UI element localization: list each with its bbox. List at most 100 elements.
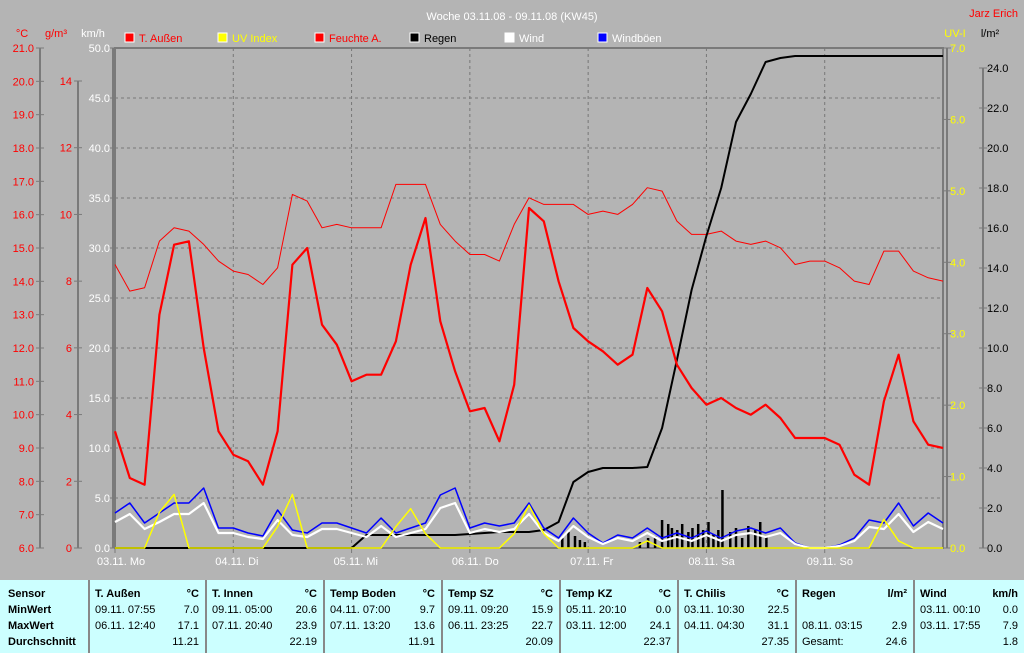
cell-max: 23.9 — [295, 620, 317, 632]
cell-max-time: 07.11. 13:20 — [330, 620, 391, 632]
column-t-innen: T. Innen °C 09.11. 05:00 20.6 07.11. 20:40 23… — [207, 580, 325, 653]
tick-label-uv: 1.0 — [950, 472, 965, 484]
tick-label-wind: 5.0 — [95, 493, 110, 505]
tick-label-wind: 50.0 — [89, 43, 110, 55]
cell-max-time: 04.11. 04:30 — [684, 620, 745, 632]
cell-name: Temp KZ — [566, 588, 613, 600]
legend-label: Feuchte A. — [329, 33, 382, 45]
tick-label-temp: 18.0 — [13, 143, 34, 155]
legend-label: T. Außen — [139, 33, 182, 45]
axis-unit-wind: km/h — [81, 28, 105, 40]
series-line-feuchte-a- — [114, 183, 944, 292]
cell-unit: °C — [186, 588, 199, 600]
tick-label-humidity: 10 — [60, 209, 72, 221]
cell-max: 13.6 — [413, 620, 435, 632]
cell-avg: 27.35 — [761, 636, 789, 648]
cell-min-time: 09.11. 07:55 — [95, 604, 156, 616]
cell-min: 7.0 — [183, 604, 199, 616]
tick-label-rain: 12.0 — [987, 303, 1008, 315]
cell-avg: 11.21 — [172, 636, 199, 648]
column-t-chilis: T. Chilis °C 03.11. 10:30 22.5 04.11. 04:30 3… — [679, 580, 797, 653]
author-label: Jarz Erich — [969, 8, 1018, 20]
cell-max: 17.1 — [177, 620, 199, 632]
x-tick-label: 05.11. Mi — [334, 556, 378, 568]
tick-label-temp: 11.0 — [13, 376, 34, 388]
cell-min: 9.7 — [419, 604, 435, 616]
tick-label-temp: 21.0 — [13, 43, 34, 55]
legend-swatch — [124, 32, 135, 43]
tick-label-temp: 15.0 — [13, 243, 34, 255]
column-temp-kz: Temp KZ °C 05.11. 20:10 0.0 03.11. 12:00 24.1… — [561, 580, 679, 653]
tick-label-uv: 3.0 — [950, 329, 965, 341]
legend-label: Regen — [424, 33, 456, 45]
column-wind: Wind km/h 03.11. 00:10 0.0 03.11. 17:55 7.9 1.… — [915, 580, 1024, 653]
legend-swatch — [597, 32, 608, 43]
cell-name: Temp SZ — [448, 588, 494, 600]
column-temp-boden: Temp Boden °C 04.11. 07:00 9.7 07.11. 13:20 1… — [325, 580, 443, 653]
legend-swatch — [217, 32, 228, 43]
tick-label-temp: 10.0 — [13, 410, 34, 422]
cell-max-time: 07.11. 20:40 — [212, 620, 273, 632]
tick-label-rain: 0.0 — [987, 543, 1002, 555]
x-tick-label: 04.11. Di — [215, 556, 258, 568]
cell-name: T. Außen — [95, 588, 141, 600]
cell-min-time: 09.11. 09:20 — [448, 604, 509, 616]
axis-unit-humidity: g/m³ — [45, 28, 67, 40]
cell-avg: 20.09 — [525, 636, 553, 648]
tick-label-temp: 9.0 — [19, 443, 34, 455]
series-line-uv-index — [115, 493, 943, 549]
tick-label-temp: 20.0 — [13, 76, 34, 88]
cell-unit: l/m² — [887, 588, 907, 600]
cell-name: Regen — [802, 588, 836, 600]
cell-min-time: 05.11. 20:10 — [566, 604, 627, 616]
tick-label-temp: 16.0 — [13, 210, 34, 222]
cell-min: 20.6 — [295, 604, 317, 616]
legend-label: Windböen — [612, 33, 662, 45]
tick-label-rain: 14.0 — [987, 263, 1008, 275]
x-tick-label: 08.11. Sa — [688, 556, 735, 568]
cell-min-time: 03.11. 10:30 — [684, 604, 745, 616]
cell-unit: km/h — [992, 588, 1018, 600]
tick-label-wind: 40.0 — [89, 143, 110, 155]
cell-min-time: 09.11. 05:00 — [212, 604, 273, 616]
cell-avg: 11.91 — [408, 636, 435, 648]
legend-swatch — [314, 32, 325, 43]
cell-min: 22.5 — [767, 604, 789, 616]
row-label-sensor: Sensor — [8, 588, 46, 600]
cell-avg: 1.8 — [1002, 636, 1018, 648]
tick-label-rain: 20.0 — [987, 143, 1008, 155]
cell-max-time: 08.11. 03:15 — [802, 620, 863, 632]
tick-label-temp: 14.0 — [13, 276, 34, 288]
row-label-min: MinWert — [8, 604, 52, 616]
cell-min: 15.9 — [531, 604, 553, 616]
tick-label-wind: 15.0 — [89, 393, 110, 405]
tick-label-temp: 17.0 — [13, 176, 34, 188]
legend-label: UV Index — [232, 33, 278, 45]
axis-unit-rain: l/m² — [981, 28, 1000, 40]
tick-label-rain: 2.0 — [987, 503, 1002, 515]
cell-unit: °C — [422, 588, 435, 600]
tick-label-temp: 6.0 — [19, 543, 34, 555]
cell-unit: °C — [776, 588, 789, 600]
cell-name: T. Innen — [212, 588, 253, 600]
cell-avg: 22.37 — [643, 636, 671, 648]
tick-label-rain: 4.0 — [987, 463, 1002, 475]
series-line-t-außen — [113, 206, 944, 486]
column-t-außen: T. Außen °C 09.11. 07:55 7.0 06.11. 12:40 17.… — [90, 580, 207, 653]
cell-max: 7.9 — [1002, 620, 1018, 632]
tick-label-humidity: 0 — [66, 543, 72, 555]
cell-min: 0.0 — [1002, 604, 1018, 616]
tick-label-wind: 30.0 — [89, 243, 110, 255]
tick-label-humidity: 2 — [66, 476, 72, 488]
cell-name: T. Chilis — [684, 588, 726, 600]
cell-avg: 24.6 — [885, 636, 907, 648]
column-regen: Regen l/m² 08.11. 03:15 2.9 Gesamt: 24.6 — [797, 580, 915, 653]
row-label-max: MaxWert — [8, 620, 54, 632]
tick-label-rain: 18.0 — [987, 183, 1008, 195]
cell-max: 22.7 — [531, 620, 553, 632]
tick-label-humidity: 8 — [66, 276, 72, 288]
axis-unit-uv: UV-I — [944, 28, 965, 40]
tick-label-uv: 5.0 — [950, 186, 965, 198]
cell-max: 31.1 — [767, 620, 789, 632]
cell-max: 2.9 — [891, 620, 907, 632]
